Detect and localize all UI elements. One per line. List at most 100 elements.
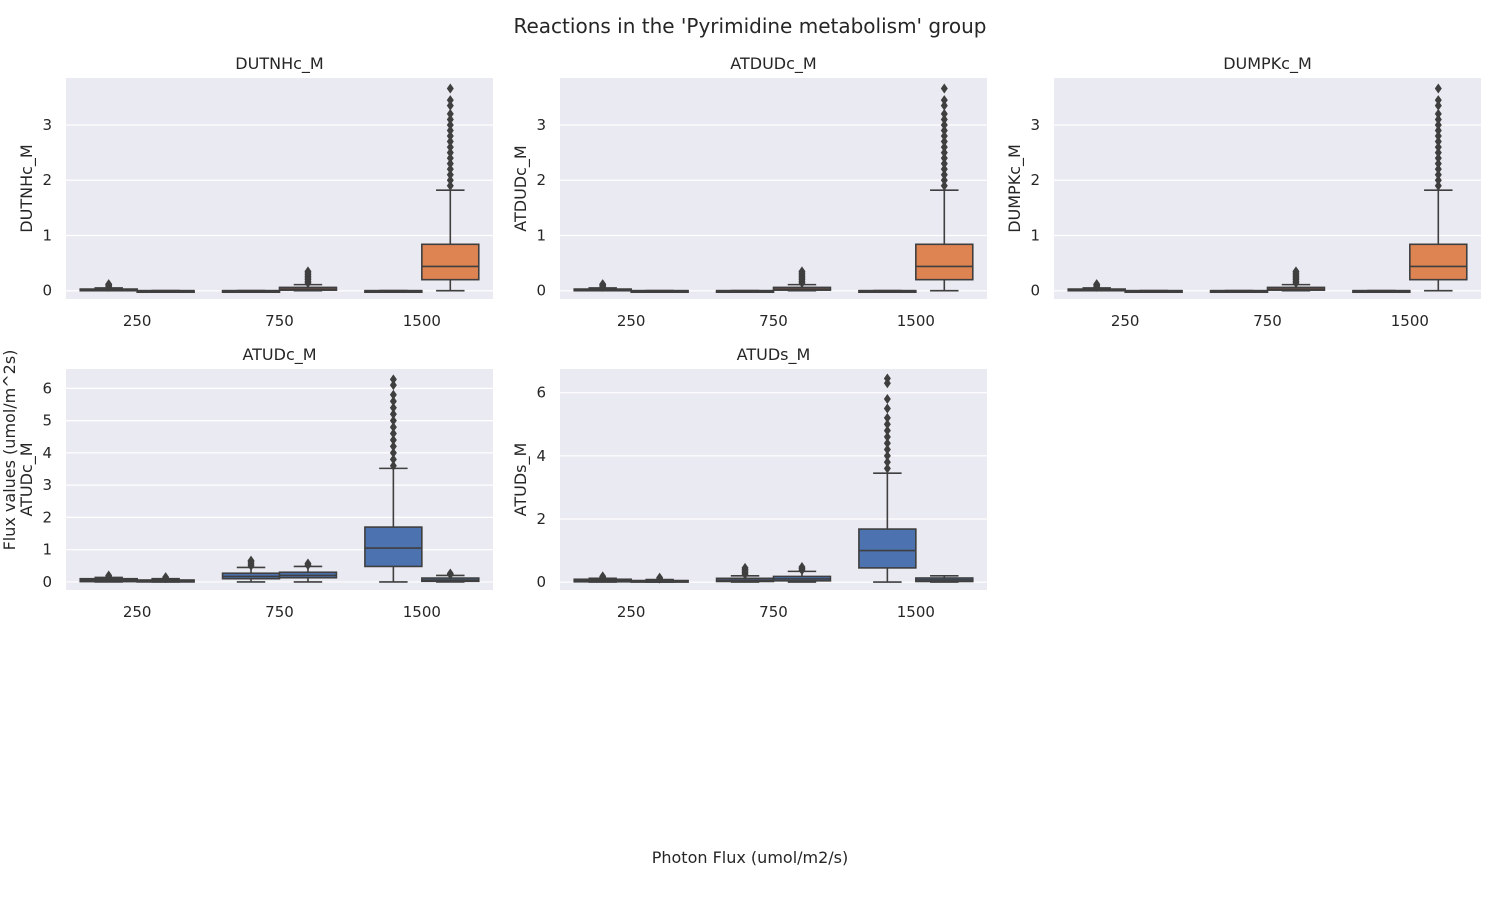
box-1500-1 (915, 83, 974, 292)
outlier-point (389, 434, 397, 445)
outlier-point (599, 571, 607, 582)
x-tick-label: 250 (123, 603, 152, 621)
outlier-point (1434, 119, 1442, 130)
box-750-1 (772, 561, 832, 583)
subplot-0: 0 1 2 3 250 750 1500 DUTNHc_M DUTNHc_M (17, 54, 493, 330)
box-body (421, 243, 480, 281)
outlier-point (304, 558, 312, 569)
y-axis-label: DUTNHc_M (17, 144, 37, 232)
x-tick-label: 750 (759, 312, 788, 330)
box-750-0 (1209, 289, 1269, 294)
outlier-point (940, 169, 948, 180)
outlier-point (446, 119, 454, 130)
box-250-0 (79, 279, 138, 292)
outlier-point (883, 457, 891, 468)
x-tick-label: 1500 (1391, 312, 1429, 330)
box-250-1 (630, 289, 689, 294)
box-250-1 (1124, 289, 1183, 294)
outlier-point (446, 114, 454, 125)
outlier-point (798, 561, 806, 572)
outlier-point (940, 114, 948, 125)
outlier-point (446, 100, 454, 111)
figure-y-label: Flux values (umol/m^2s) (0, 350, 19, 551)
outlier-point (656, 572, 664, 583)
outlier-point (446, 83, 454, 94)
outlier-point (1434, 131, 1442, 142)
outlier-point (940, 142, 948, 153)
outlier-point (105, 279, 113, 290)
box-1500-0 (1352, 289, 1411, 294)
y-axis-label: ATDUDc_M (511, 145, 531, 231)
outlier-point (1434, 169, 1442, 180)
outlier-point (940, 100, 948, 111)
outlier-point (940, 131, 948, 142)
y-tick-label: 2 (536, 171, 546, 189)
x-tick-label: 750 (759, 603, 788, 621)
outlier-point (741, 562, 749, 573)
y-tick-label: 4 (42, 444, 52, 462)
outlier-point (389, 396, 397, 407)
y-tick-label: 1 (1030, 226, 1040, 244)
box-1500-0 (364, 374, 423, 583)
outlier-point (1434, 125, 1442, 136)
outlier-point (389, 380, 397, 391)
box-1500-1 (421, 568, 480, 583)
outlier-point (389, 441, 397, 452)
x-tick-label: 750 (265, 312, 294, 330)
box-750-1 (1266, 266, 1326, 292)
outlier-point (883, 450, 891, 461)
y-tick-label: 6 (42, 379, 52, 397)
y-tick-label: 3 (1030, 116, 1040, 134)
x-tick-label: 250 (617, 603, 646, 621)
outlier-point (883, 419, 891, 430)
figure-x-label: Photon Flux (umol/m2/s) (652, 848, 849, 867)
outlier-point (446, 180, 454, 191)
outlier-point (1434, 83, 1442, 94)
figure-title: Reactions in the 'Pyrimidine metabolism'… (514, 14, 987, 38)
outlier-point (883, 463, 891, 474)
y-tick-label: 0 (42, 282, 52, 300)
outlier-point (389, 447, 397, 458)
outlier-point (446, 125, 454, 136)
outlier-point (883, 425, 891, 436)
y-tick-label: 2 (536, 510, 546, 528)
x-tick-label: 250 (123, 312, 152, 330)
y-tick-label: 4 (536, 447, 546, 465)
y-tick-label: 6 (536, 384, 546, 402)
box-250-1 (136, 289, 195, 294)
outlier-point (1434, 114, 1442, 125)
outlier-point (446, 95, 454, 106)
outlier-point (389, 428, 397, 439)
outlier-point (247, 555, 255, 566)
x-tick-label: 250 (1111, 312, 1140, 330)
outlier-point (1434, 153, 1442, 164)
outlier-point (883, 373, 891, 384)
box-750-1 (278, 558, 338, 583)
y-tick-label: 1 (536, 226, 546, 244)
outlier-point (883, 431, 891, 442)
y-axis-label: ATUDs_M (511, 443, 531, 517)
outlier-point (389, 460, 397, 471)
outlier-point (883, 438, 891, 449)
box-1500-1 (1409, 83, 1468, 292)
outlier-point (883, 412, 891, 423)
y-axis-label: DUMPKc_M (1005, 144, 1025, 233)
y-tick-label: 1 (42, 226, 52, 244)
subplot-3: 0 1 2 3 4 5 6 250 750 1500 ATUDc_M ATUDc_M (17, 345, 493, 621)
y-tick-label: 5 (42, 412, 52, 430)
x-tick-label: 1500 (897, 312, 935, 330)
y-tick-label: 2 (42, 171, 52, 189)
subplot-title: ATDUDc_M (730, 54, 816, 74)
box-1500-1 (915, 574, 974, 583)
outlier-point (1434, 175, 1442, 186)
outlier-point (1434, 100, 1442, 111)
subplot-title: ATUDs_M (737, 345, 811, 365)
y-tick-label: 0 (536, 282, 546, 300)
box-body (364, 526, 423, 568)
outlier-point (940, 125, 948, 136)
outlier-point (883, 393, 891, 404)
outlier-point (446, 158, 454, 169)
outlier-point (389, 409, 397, 420)
box-250-0 (573, 571, 632, 583)
